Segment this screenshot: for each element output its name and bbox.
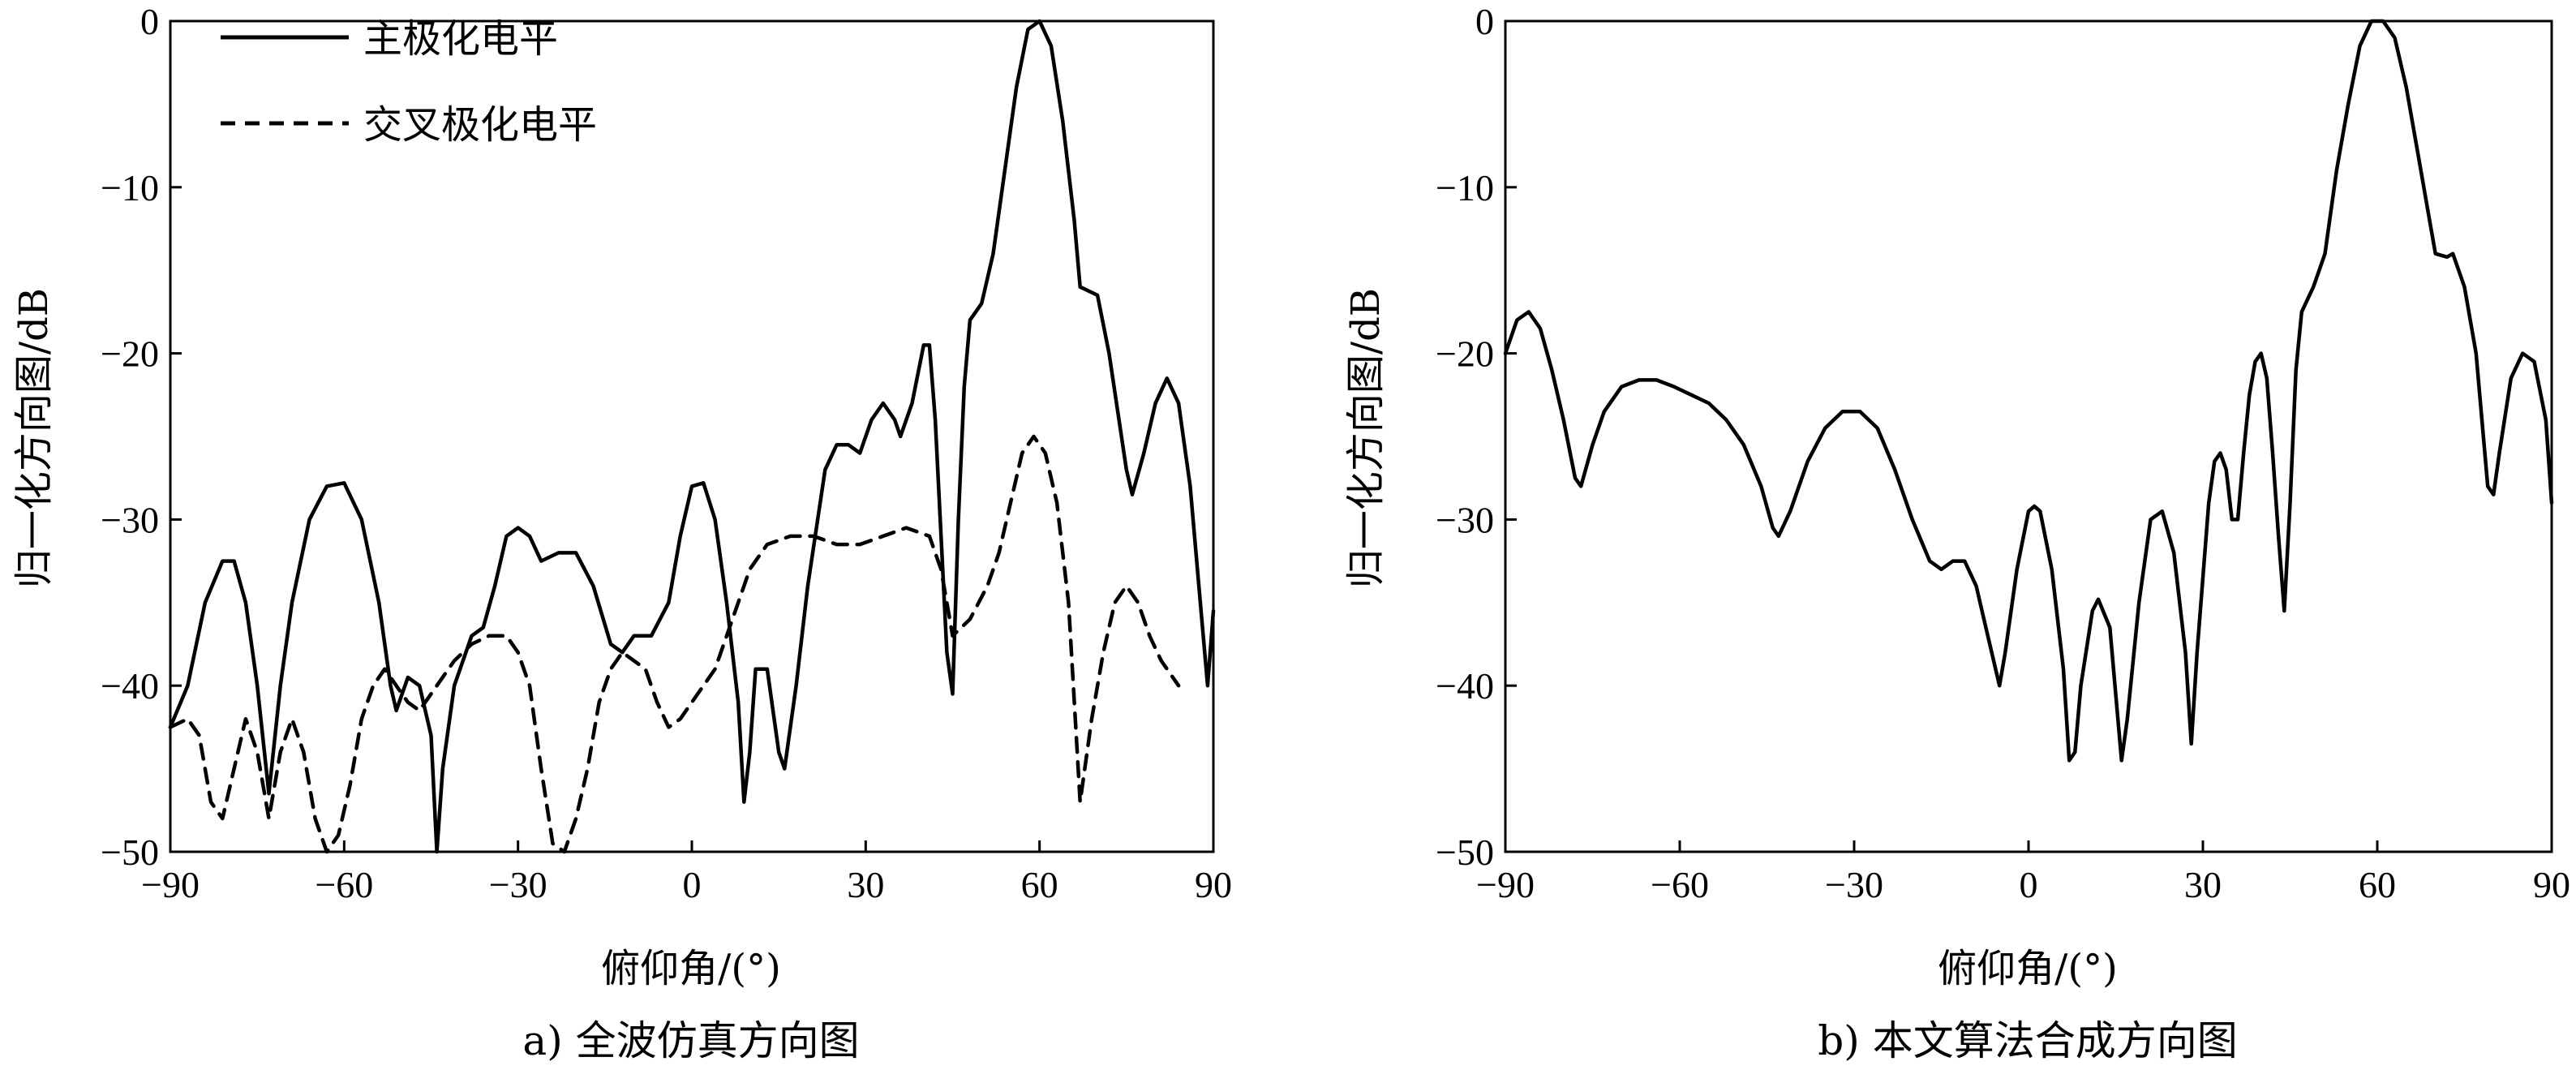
legend-a: 主极化电平 交叉极化电平 (221, 16, 597, 148)
x-tick-label-a: 60 (1021, 864, 1058, 905)
y-tick-label-b: −50 (1436, 832, 1494, 873)
x-tick-label-a: 0 (683, 864, 702, 905)
y-tick-label-a: −40 (101, 665, 159, 707)
y-tick-label-b: −40 (1436, 665, 1494, 707)
x-tick-label-a: 30 (847, 864, 884, 905)
chart-panel-b: −90 −60 −30 0 30 60 90 0 −10 −20 −30 −40 −50 归一化方向图/… (1343, 1, 2570, 1064)
x-tick-label-b: 30 (2184, 864, 2222, 905)
y-axis-label-b: 归一化方向图/dB (1343, 288, 1389, 588)
axis-ticks-b: −90 −60 −30 0 30 60 90 0 −10 −20 −30 −40 −50 (1436, 1, 2570, 905)
y-tick-label-a: −30 (101, 499, 159, 540)
series-line-b-0 (1503, 19, 2554, 763)
chart-panel-a: −90 −60 −30 0 30 60 90 0 −10 −20 −30 −40 −50 主极化电平 交… (11, 1, 1232, 1064)
x-tick-label-b: 60 (2359, 864, 2396, 905)
x-tick-label-b: 0 (2020, 864, 2038, 905)
series-line-a-0 (168, 19, 1216, 854)
x-tick-label-b: −30 (1825, 864, 1883, 905)
y-axis-label-a: 归一化方向图/dB (11, 288, 57, 588)
series-lines-b (1503, 19, 2554, 763)
x-axis-label-a: 俯仰角/(°) (601, 946, 781, 991)
y-tick-label-a: −50 (101, 832, 159, 873)
y-tick-label-a: −10 (101, 167, 159, 208)
x-tick-label-b: −60 (1651, 864, 1709, 905)
x-tick-label-a: −60 (315, 864, 373, 905)
plot-frame-a (169, 19, 1215, 853)
y-tick-label-a: −20 (101, 333, 159, 375)
y-tick-label-a: 0 (140, 1, 159, 42)
axis-ticks-a: −90 −60 −30 0 30 60 90 0 −10 −20 −30 −40 −50 (101, 1, 1232, 905)
x-tick-label-a: −30 (489, 864, 547, 905)
x-tick-label-a: −90 (141, 864, 200, 905)
caption-b: b) 本文算法合成方向图 (1818, 1017, 2237, 1064)
caption-a: a) 全波仿真方向图 (522, 1017, 859, 1064)
x-tick-label-b: −90 (1476, 864, 1535, 905)
legend-label-cross-polarization: 交叉极化电平 (363, 102, 597, 148)
x-axis-label-b: 俯仰角/(°) (1938, 946, 2118, 991)
y-tick-label-b: −10 (1436, 167, 1494, 208)
legend-label-main-polarization: 主极化电平 (363, 16, 558, 62)
series-line-a-1 (168, 434, 1181, 854)
y-tick-label-b: −30 (1436, 499, 1494, 540)
x-tick-label-a: 90 (1195, 864, 1232, 905)
series-lines-a (168, 19, 1216, 854)
x-tick-label-b: 90 (2533, 864, 2570, 905)
y-tick-label-b: −20 (1436, 333, 1494, 375)
y-tick-label-b: 0 (1475, 1, 1494, 42)
plot-frame-b (1504, 19, 2553, 853)
